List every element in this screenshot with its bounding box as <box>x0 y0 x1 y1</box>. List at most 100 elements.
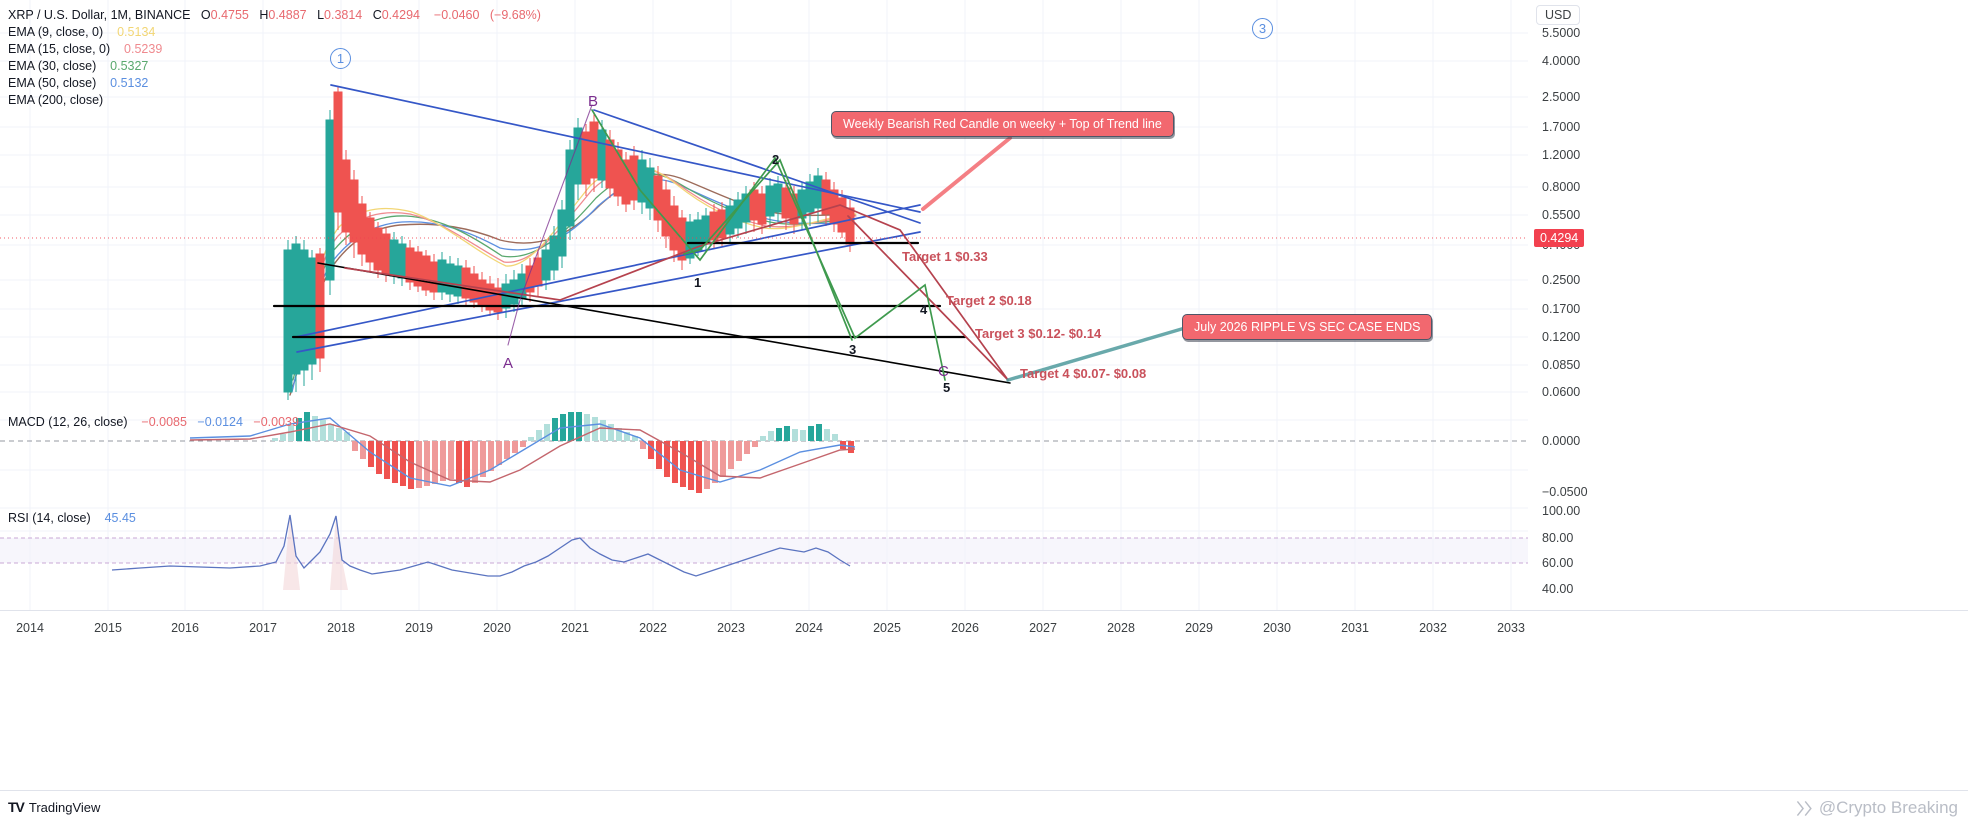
twitter-x-icon <box>1796 800 1812 816</box>
legend-ema30[interactable]: EMA (30, close) 0.5327 <box>8 58 541 75</box>
close-label: C <box>372 8 382 22</box>
rsi-legend[interactable]: RSI (14, close) 45.45 <box>8 511 136 525</box>
wave-label-5: 5 <box>943 380 951 395</box>
year-tick: 2025 <box>873 621 901 635</box>
circle-badge-1: 1 <box>330 48 351 69</box>
macd-label: MACD (12, 26, close) <box>8 415 128 429</box>
callout-leader-2 <box>1006 326 1187 382</box>
rsi-tick: 40.00 <box>1542 582 1574 596</box>
abc-purple-path <box>507 104 593 346</box>
trend-red-main <box>344 204 1009 381</box>
current-price-badge: 0.4294 <box>1534 229 1585 247</box>
legend-ema15[interactable]: EMA (15, close, 0) 0.5239 <box>8 41 541 58</box>
bottom-bar: TV TradingView @Crypto Breaking <box>0 790 1968 829</box>
wave-label-2: 2 <box>772 152 780 167</box>
macd-value-2: −0.0124 <box>197 415 243 429</box>
macd-panel <box>0 412 1528 493</box>
callout-ripple-sec-case[interactable]: July 2026 RIPPLE VS SEC CASE ENDS <box>1182 314 1433 340</box>
price-tick: 0.1200 <box>1542 330 1581 344</box>
ema50-value: 0.5132 <box>110 76 149 90</box>
elliott-green-zigzag <box>591 109 946 381</box>
open-label: O <box>200 8 211 22</box>
rsi-line <box>111 514 851 577</box>
year-tick: 2014 <box>16 621 44 635</box>
rsi-fill <box>283 515 300 590</box>
rsi-fill2 <box>330 516 348 590</box>
target-1-label: Target 1 $0.33 <box>902 249 988 264</box>
currency-chip[interactable]: USD <box>1536 5 1581 25</box>
macd-value-1: −0.0085 <box>141 415 187 429</box>
price-tick: 0.2500 <box>1542 273 1581 287</box>
wave-label-A: A <box>503 355 514 372</box>
change-percent: (−9.68%) <box>489 8 541 22</box>
year-tick: 2033 <box>1497 621 1525 635</box>
tradingview-logo[interactable]: TV TradingView <box>8 799 100 815</box>
price-tick: 0.8000 <box>1542 180 1581 194</box>
price-tick: 0.0600 <box>1542 385 1581 399</box>
trend-black-desc <box>317 262 1011 384</box>
trend-blue-mid <box>593 109 921 224</box>
ema200-label: EMA (200, close) <box>8 93 104 107</box>
price-tick: 0.5500 <box>1542 208 1581 222</box>
legend-ema200[interactable]: EMA (200, close) <box>8 92 541 109</box>
year-tick: 2017 <box>249 621 277 635</box>
legend-ema9[interactable]: EMA (9, close, 0) 0.5134 <box>8 24 541 41</box>
macd-line <box>189 417 856 487</box>
wave-label-C: C <box>938 363 949 380</box>
macd-signal-line <box>189 423 856 483</box>
year-tick: 2018 <box>327 621 355 635</box>
macd-histogram <box>272 412 854 493</box>
macd-tick: 0.0000 <box>1542 434 1581 448</box>
year-tick: 2028 <box>1107 621 1135 635</box>
low-value: 0.3814 <box>324 8 363 22</box>
price-tick: 1.7000 <box>1542 120 1581 134</box>
rsi-panel <box>0 514 1528 590</box>
year-tick: 2026 <box>951 621 979 635</box>
year-tick: 2027 <box>1029 621 1057 635</box>
drawn-trendlines <box>272 84 1187 384</box>
year-tick: 2031 <box>1341 621 1369 635</box>
year-tick: 2023 <box>717 621 745 635</box>
symbol-title[interactable]: XRP / U.S. Dollar, 1M, BINANCE <box>8 8 191 22</box>
price-scale[interactable]: USD 5.5000 4.0000 2.5000 1.7000 1.2000 0… <box>1528 0 1968 610</box>
high-value: 0.4887 <box>268 8 307 22</box>
price-tick: 1.2000 <box>1542 148 1581 162</box>
time-scale[interactable]: 2014 2015 2016 2017 2018 2019 2020 2021 … <box>0 610 1968 646</box>
trend-blue-rise1 <box>295 204 921 338</box>
year-tick: 2015 <box>94 621 122 635</box>
rsi-value: 45.45 <box>104 511 136 525</box>
legend-ema50[interactable]: EMA (50, close) 0.5132 <box>8 75 541 92</box>
legend-ohlc-row[interactable]: XRP / U.S. Dollar, 1M, BINANCE O0.4755 H… <box>8 7 541 24</box>
ema9-value: 0.5134 <box>117 25 156 39</box>
ema15-value: 0.5239 <box>124 42 163 56</box>
change-value: −0.0460 <box>433 8 480 22</box>
price-tick: 2.5000 <box>1542 90 1581 104</box>
rsi-label: RSI (14, close) <box>8 511 91 525</box>
rsi-tick: 100.00 <box>1542 504 1581 518</box>
ema50-label: EMA (50, close) <box>8 76 97 90</box>
callout-weekly-bearish[interactable]: Weekly Bearish Red Candle on weeky + Top… <box>831 111 1174 137</box>
trend-blue-upper <box>330 84 921 213</box>
open-value: 0.4755 <box>210 8 249 22</box>
tradingview-name: TradingView <box>28 799 101 815</box>
price-tick: 0.0850 <box>1542 358 1581 372</box>
ema15-label: EMA (15, close, 0) <box>8 42 111 56</box>
channel-watermark: @Crypto Breaking <box>1796 798 1958 818</box>
wave-label-3: 3 <box>849 342 857 357</box>
year-tick: 2030 <box>1263 621 1291 635</box>
year-tick: 2020 <box>483 621 511 635</box>
chart-legend: XRP / U.S. Dollar, 1M, BINANCE O0.4755 H… <box>8 7 541 109</box>
target-2-label: Target 2 $0.18 <box>946 293 1032 308</box>
price-tick: 0.1700 <box>1542 302 1581 316</box>
year-tick: 2024 <box>795 621 823 635</box>
price-chart-plot[interactable]: A B C 1 2 3 4 5 1 Target 1 $0.33 Target … <box>0 0 1528 610</box>
tradingview-mark-icon: TV <box>8 799 25 815</box>
wave-label-4: 4 <box>920 302 928 317</box>
rsi-tick: 80.00 <box>1542 531 1574 545</box>
macd-value-3: −0.0039 <box>253 415 299 429</box>
macd-tick: −0.0500 <box>1542 485 1588 499</box>
year-tick: 2021 <box>561 621 589 635</box>
macd-legend[interactable]: MACD (12, 26, close) −0.0085 −0.0124 −0.… <box>8 415 299 429</box>
ema9-label: EMA (9, close, 0) <box>8 25 104 39</box>
